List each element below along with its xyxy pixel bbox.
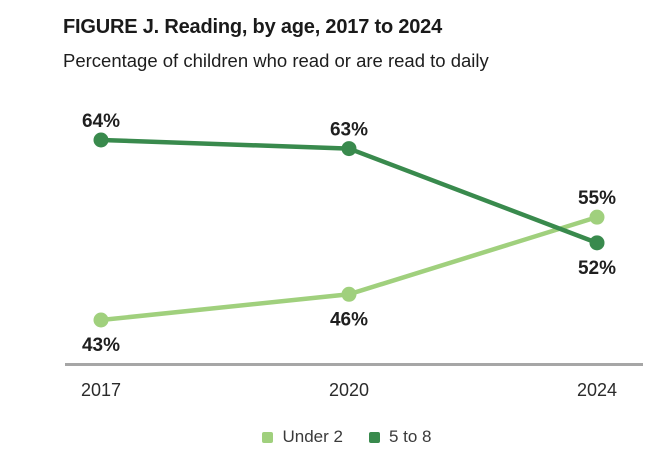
data-label-5-to-8-2024: 52% xyxy=(578,258,616,279)
legend-swatch-under-2 xyxy=(262,431,274,443)
data-label-under-2-2017: 43% xyxy=(82,335,120,356)
data-point-5-to-8-2024 xyxy=(589,235,605,251)
series-line-under-2 xyxy=(98,214,600,323)
data-point-under-2-2020 xyxy=(341,286,357,302)
chart-legend: Under 2 5 to 8 xyxy=(11,427,672,447)
figure-subtitle: Percentage of children who read or are r… xyxy=(63,50,489,71)
x-axis-label-2020: 2020 xyxy=(329,380,369,400)
legend-item-5-to-8: 5 to 8 xyxy=(368,427,432,447)
figure-title: FIGURE J. Reading, by age, 2017 to 2024 xyxy=(63,16,443,38)
data-label-5-to-8-2017: 64% xyxy=(82,111,120,132)
data-point-under-2-2024 xyxy=(589,209,605,225)
data-label-under-2-2024: 55% xyxy=(578,188,616,209)
legend-swatch-5-to-8 xyxy=(368,431,380,443)
legend-item-under-2: Under 2 xyxy=(262,427,343,447)
legend-label-under-2: Under 2 xyxy=(282,427,343,446)
data-label-5-to-8-2020: 63% xyxy=(330,120,368,141)
data-point-5-to-8-2020 xyxy=(341,141,357,157)
x-axis-label-2024: 2024 xyxy=(577,380,617,400)
legend-label-5-to-8: 5 to 8 xyxy=(388,427,432,446)
x-axis-label-2017: 2017 xyxy=(81,380,121,400)
data-label-under-2-2020: 46% xyxy=(330,309,368,330)
data-point-under-2-2017 xyxy=(93,312,109,328)
data-point-5-to-8-2017 xyxy=(93,132,109,148)
